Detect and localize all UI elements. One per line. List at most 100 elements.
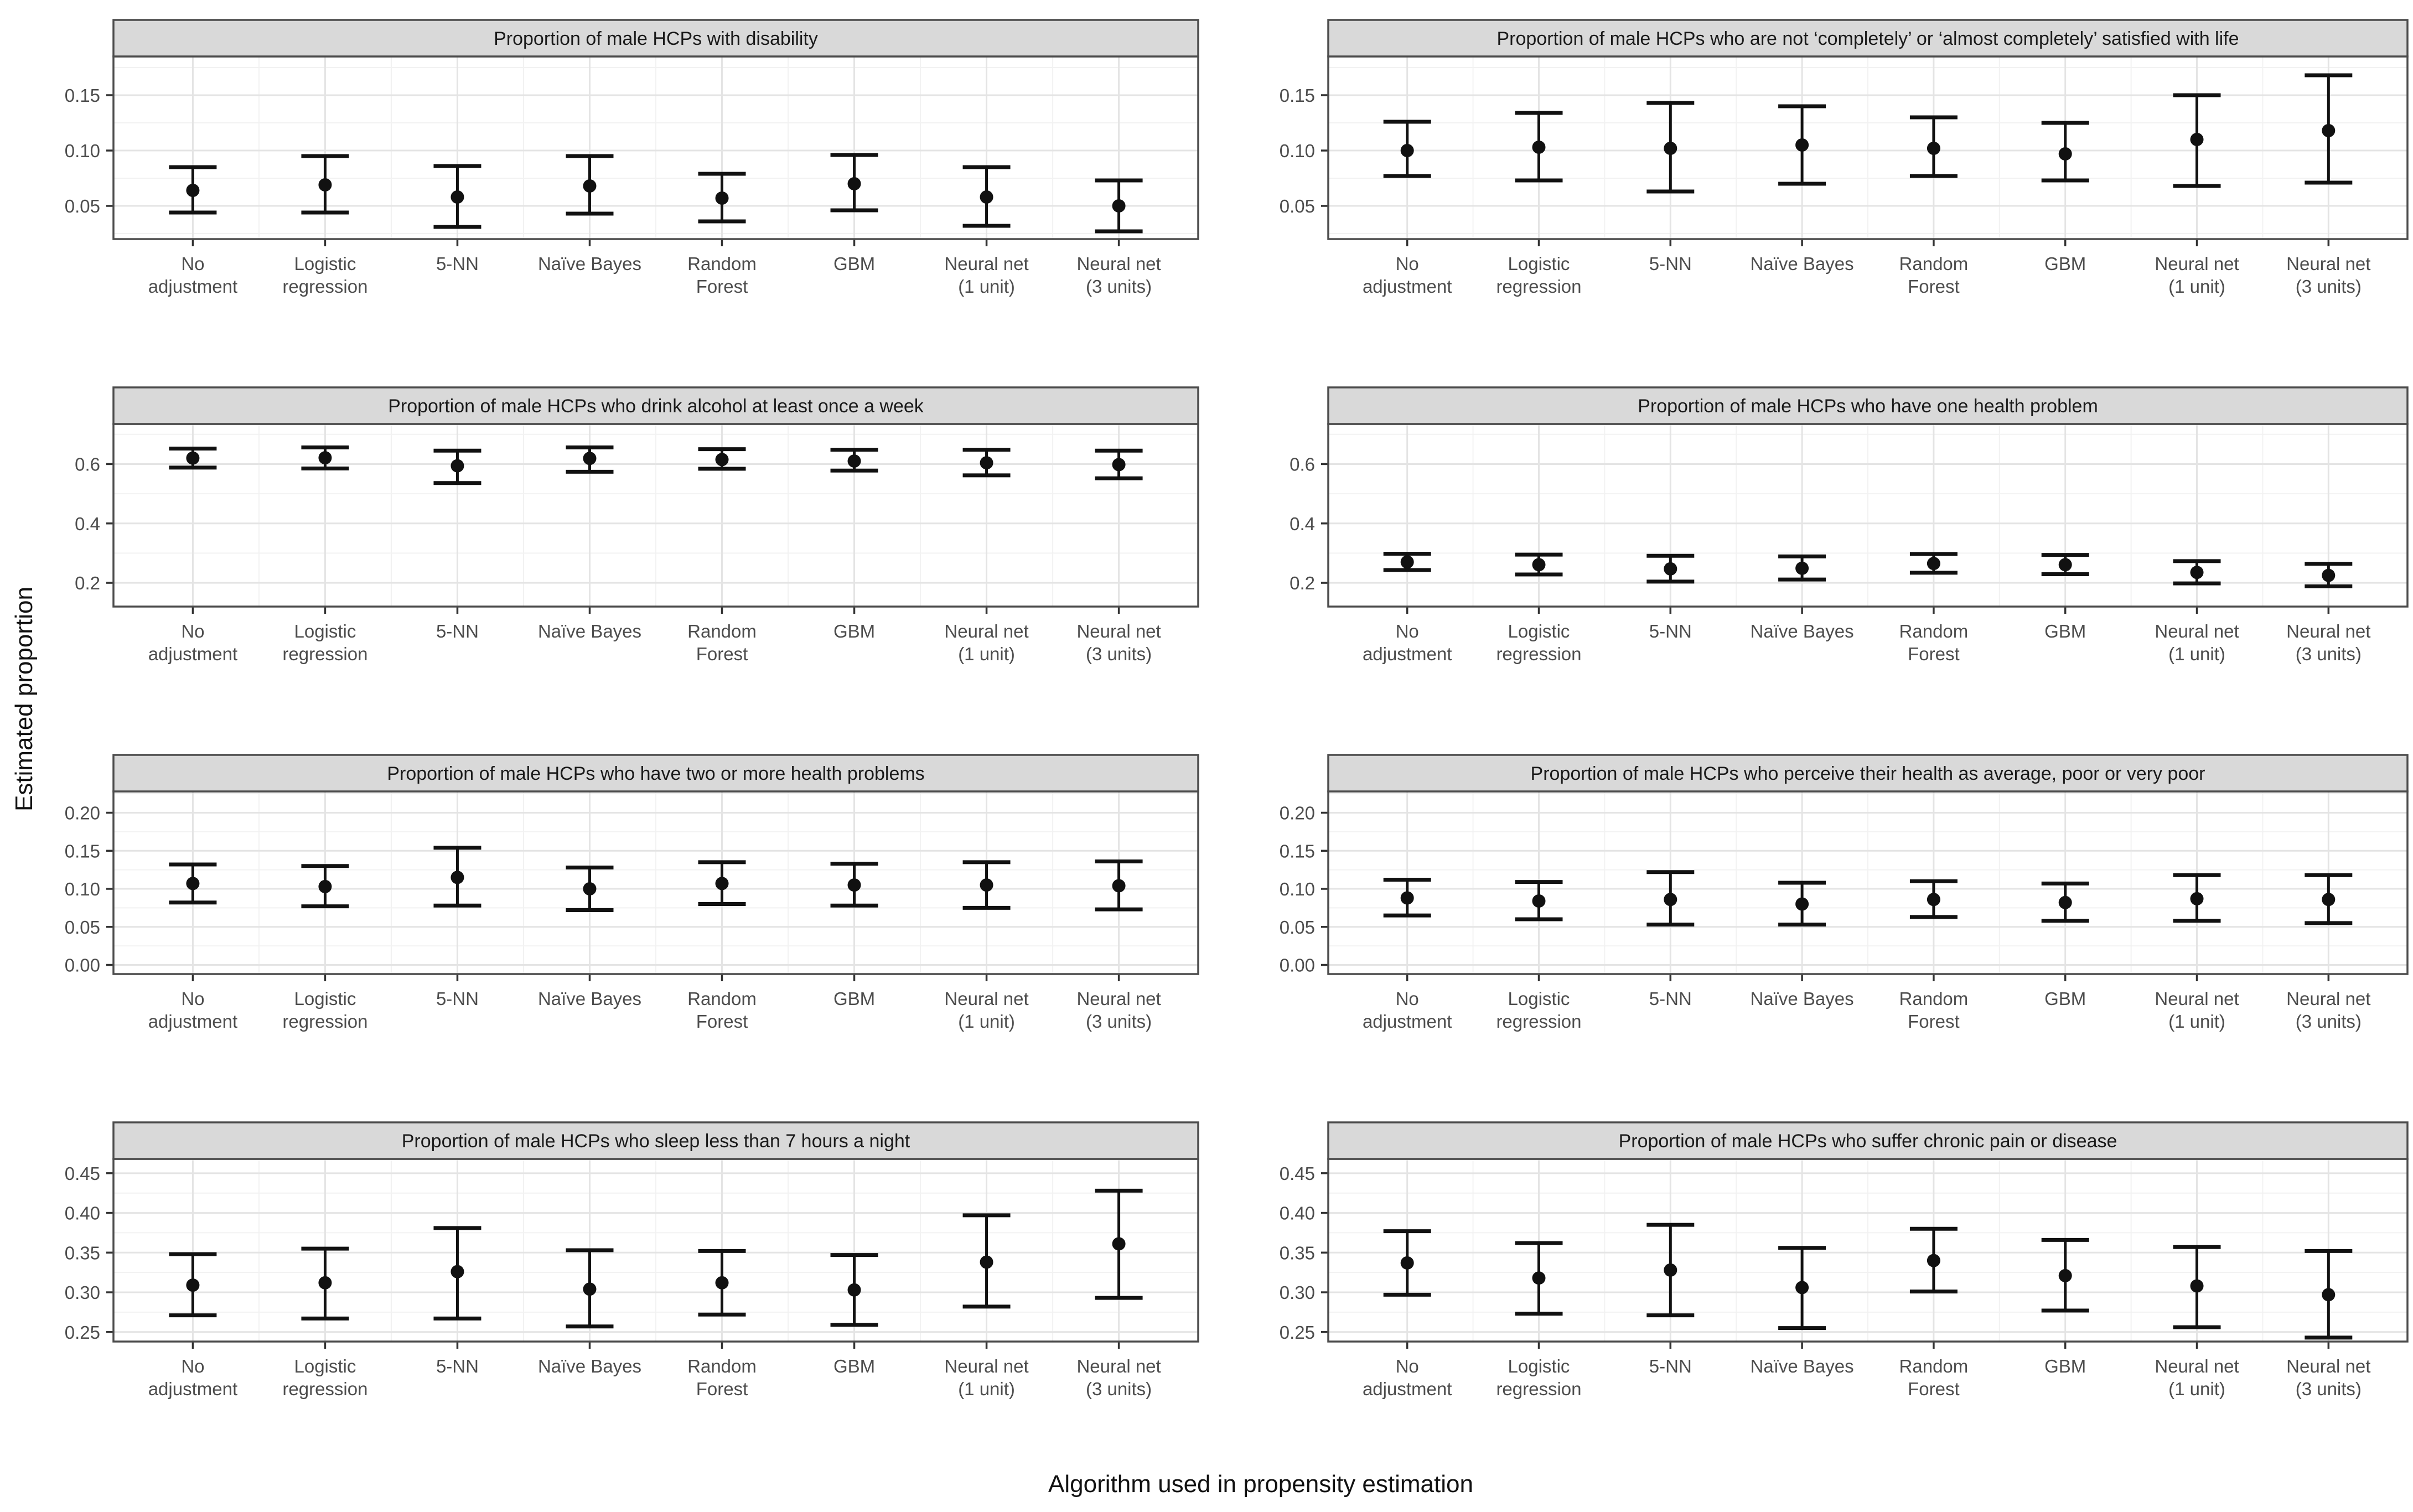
- y-axis-title: Estimated proportion: [11, 587, 38, 811]
- data-point: [186, 451, 200, 465]
- error-bar: [962, 860, 1011, 910]
- data-point: [980, 878, 993, 892]
- error-bar: [1778, 554, 1826, 582]
- x-category-label: (3 units): [1086, 1379, 1152, 1399]
- data-point: [318, 1276, 332, 1290]
- data-point: [451, 459, 464, 473]
- x-category-label: (1 unit): [2168, 1379, 2225, 1399]
- error-bar: [566, 445, 614, 474]
- error-bar: [962, 448, 1011, 478]
- y-tick-label: 0.20: [1280, 803, 1315, 824]
- data-point: [1400, 555, 1414, 569]
- y-tick-label: 0.15: [65, 85, 100, 106]
- data-point: [2058, 1268, 2072, 1282]
- x-category-label: Random: [687, 253, 757, 274]
- x-category-label: 5-NN: [1649, 253, 1692, 274]
- x-category-label: GBM: [2044, 1356, 2086, 1376]
- y-tick-label: 0.30: [65, 1282, 100, 1303]
- y-tick-label: 0.6: [75, 454, 100, 474]
- error-bar: [2173, 559, 2221, 586]
- data-point: [2058, 895, 2072, 909]
- y-tick-label: 0.6: [1290, 454, 1315, 474]
- y-tick-label: 0.40: [65, 1203, 100, 1224]
- x-category-label: (1 unit): [958, 644, 1015, 664]
- error-bar: [301, 445, 349, 470]
- error-bar: [169, 447, 217, 470]
- error-bar: [1646, 101, 1695, 194]
- x-category-label: regression: [1496, 1011, 1581, 1032]
- y-tick-label: 0.20: [65, 803, 100, 824]
- y-tick-label: 0.15: [1280, 85, 1315, 106]
- y-tick-label: 0.00: [65, 955, 100, 976]
- error-bar: [2041, 1237, 2089, 1313]
- data-point: [2058, 147, 2072, 160]
- error-bar: [698, 1249, 746, 1317]
- x-category-label: (1 unit): [2168, 1011, 2225, 1032]
- facet-title: Proportion of male HCPs who suffer chron…: [1619, 1131, 2117, 1152]
- x-category-label: Neural net: [2286, 1356, 2370, 1376]
- data-point: [980, 1255, 993, 1269]
- error-bar: [301, 1246, 349, 1321]
- data-point: [1927, 1254, 1940, 1267]
- error-bar: [433, 1226, 481, 1321]
- error-bar: [301, 864, 349, 909]
- x-category-label: GBM: [2044, 253, 2086, 274]
- error-bar: [1646, 870, 1695, 927]
- facet-strip: [112, 754, 1199, 793]
- data-point: [583, 179, 597, 193]
- x-category-label: 5-NN: [436, 1356, 479, 1376]
- data-point: [2190, 1279, 2204, 1293]
- error-bar: [830, 153, 878, 213]
- x-category-label: Random: [687, 621, 757, 641]
- x-category-label: regression: [282, 1011, 367, 1032]
- x-category-label: Neural net: [1076, 1356, 1161, 1376]
- x-category-label: Forest: [696, 1011, 748, 1032]
- data-point: [1400, 1256, 1414, 1270]
- data-point: [186, 184, 200, 197]
- x-category-label: Neural net: [944, 253, 1028, 274]
- error-bar: [1095, 1188, 1143, 1300]
- data-point: [2190, 892, 2204, 905]
- x-category-label: Forest: [696, 1379, 748, 1399]
- data-point: [2322, 1288, 2336, 1302]
- facet: 0.2 0.4 0.6 No adjustment Logistic regression 5…: [1290, 386, 2409, 664]
- x-category-label: No: [181, 988, 204, 1009]
- x-category-label: Logistic: [1508, 253, 1570, 274]
- x-category-label: regression: [1496, 644, 1581, 664]
- facet-strip: [1327, 19, 2409, 58]
- x-category-label: regression: [1496, 1379, 1581, 1399]
- data-point: [451, 871, 464, 884]
- y-tick-label: 0.45: [1280, 1163, 1315, 1184]
- x-category-label: Logistic: [1508, 988, 1570, 1009]
- x-category-label: 5-NN: [1649, 1356, 1692, 1376]
- x-category-label: GBM: [2044, 988, 2086, 1009]
- x-category-label: (3 units): [2296, 644, 2362, 664]
- data-point: [318, 178, 332, 191]
- x-category-label: adjustment: [1363, 1379, 1452, 1399]
- error-bar: [2305, 1249, 2353, 1340]
- x-category-label: Naïve Bayes: [538, 253, 641, 274]
- data-point: [583, 452, 597, 465]
- x-category-label: 5-NN: [436, 621, 479, 641]
- data-point: [1532, 558, 1546, 572]
- x-category-label: adjustment: [1363, 276, 1452, 297]
- x-category-label: GBM: [833, 621, 875, 641]
- error-bar: [1095, 178, 1143, 234]
- x-category-label: regression: [282, 1379, 367, 1399]
- x-category-label: 5-NN: [1649, 621, 1692, 641]
- data-point: [980, 456, 993, 470]
- x-category-label: Neural net: [2286, 988, 2370, 1009]
- x-category-label: Forest: [696, 644, 748, 664]
- x-axis-title: Algorithm used in propensity estimation: [1048, 1470, 1473, 1498]
- data-point: [1400, 144, 1414, 157]
- error-bar: [1383, 120, 1431, 178]
- x-category-label: (3 units): [1086, 644, 1152, 664]
- error-bar: [1909, 879, 1958, 919]
- x-category-label: regression: [282, 276, 367, 297]
- x-category-label: Random: [1899, 1356, 1969, 1376]
- y-tick-label: 0.10: [1280, 879, 1315, 899]
- x-category-label: Neural net: [2286, 621, 2370, 641]
